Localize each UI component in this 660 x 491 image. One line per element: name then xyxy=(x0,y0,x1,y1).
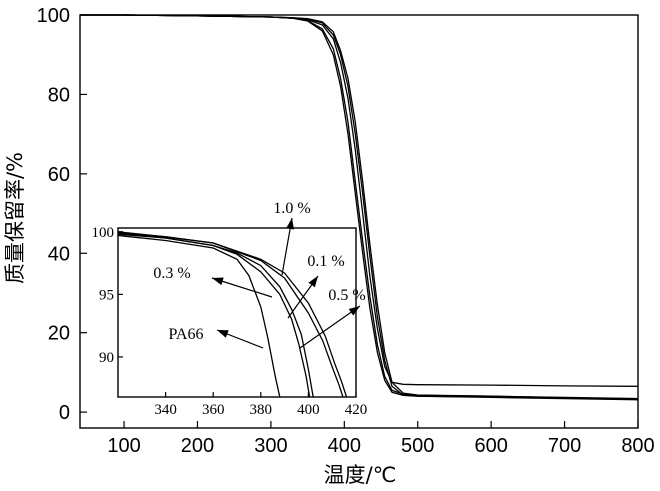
main-series-line-5 xyxy=(80,14,639,400)
annotation-label: 0.1 % xyxy=(307,253,344,270)
annotation-arrowhead xyxy=(217,330,229,338)
inset-x-tick-label: 400 xyxy=(297,402,320,418)
annotation-arrowhead xyxy=(286,218,294,230)
annotation-label: 1.0 % xyxy=(273,200,310,217)
annotation-label: PA66 xyxy=(169,326,204,343)
annotation-arrowhead xyxy=(348,306,360,316)
inset-series-line-5 xyxy=(118,231,348,397)
inset-annotations: 1.0 % 0.1 % 0.3 % 0.5 % PA66 xyxy=(153,200,366,349)
inset-y-tick-label: 90 xyxy=(99,350,114,366)
x-tick-label: 800 xyxy=(621,435,654,457)
x-axis-title: 温度/℃ xyxy=(324,463,397,487)
inset-curves xyxy=(118,231,348,397)
inset-x-tick-label: 360 xyxy=(202,402,225,418)
y-tick-label: 0 xyxy=(59,402,70,424)
x-tick-label: 400 xyxy=(328,435,361,457)
y-axis-title: 质量保留率/% xyxy=(3,152,27,284)
x-tick-label: 700 xyxy=(548,435,581,457)
annotation-arrowhead xyxy=(308,276,318,288)
inset-x-tick-label: 340 xyxy=(154,402,177,418)
annotation-arrow xyxy=(299,305,361,349)
x-tick-label: 300 xyxy=(254,435,287,457)
x-tick-label: 600 xyxy=(474,435,507,457)
inset-series-line-3 xyxy=(118,232,314,397)
y-tick-label: 60 xyxy=(48,164,70,186)
x-tick-label: 100 xyxy=(107,435,140,457)
inset-y-tick-label: 100 xyxy=(92,225,115,241)
inset-x-tick-label: 420 xyxy=(345,402,368,418)
annotation-arrowhead xyxy=(212,277,224,286)
main-plot-area: 100 200 300 400 500 600 700 800 0 20 40 60 80 100 xyxy=(37,5,655,457)
inset-x-tick-label: 380 xyxy=(250,402,273,418)
annotation-label: 0.5 % xyxy=(328,287,365,304)
x-tick-label: 500 xyxy=(401,435,434,457)
axis-titles: 温度/℃ 质量保留率/% xyxy=(3,152,396,487)
y-tick-label: 100 xyxy=(37,5,70,27)
inset-background xyxy=(118,228,356,397)
inset-y-tick-label: 95 xyxy=(99,287,114,303)
inset-plot: 340 360 380 400 420 90 95 100 xyxy=(92,225,368,418)
y-tick-label: 20 xyxy=(48,323,70,345)
inset-frame xyxy=(117,227,357,398)
inset-series-line-1 xyxy=(118,234,281,397)
annotation-label: 0.3 % xyxy=(153,265,190,282)
x-tick-label: 200 xyxy=(181,435,214,457)
main-curves xyxy=(80,14,639,401)
main-plot-frame xyxy=(79,14,639,429)
y-tick-label: 80 xyxy=(48,84,70,106)
y-tick-label: 40 xyxy=(48,243,70,265)
